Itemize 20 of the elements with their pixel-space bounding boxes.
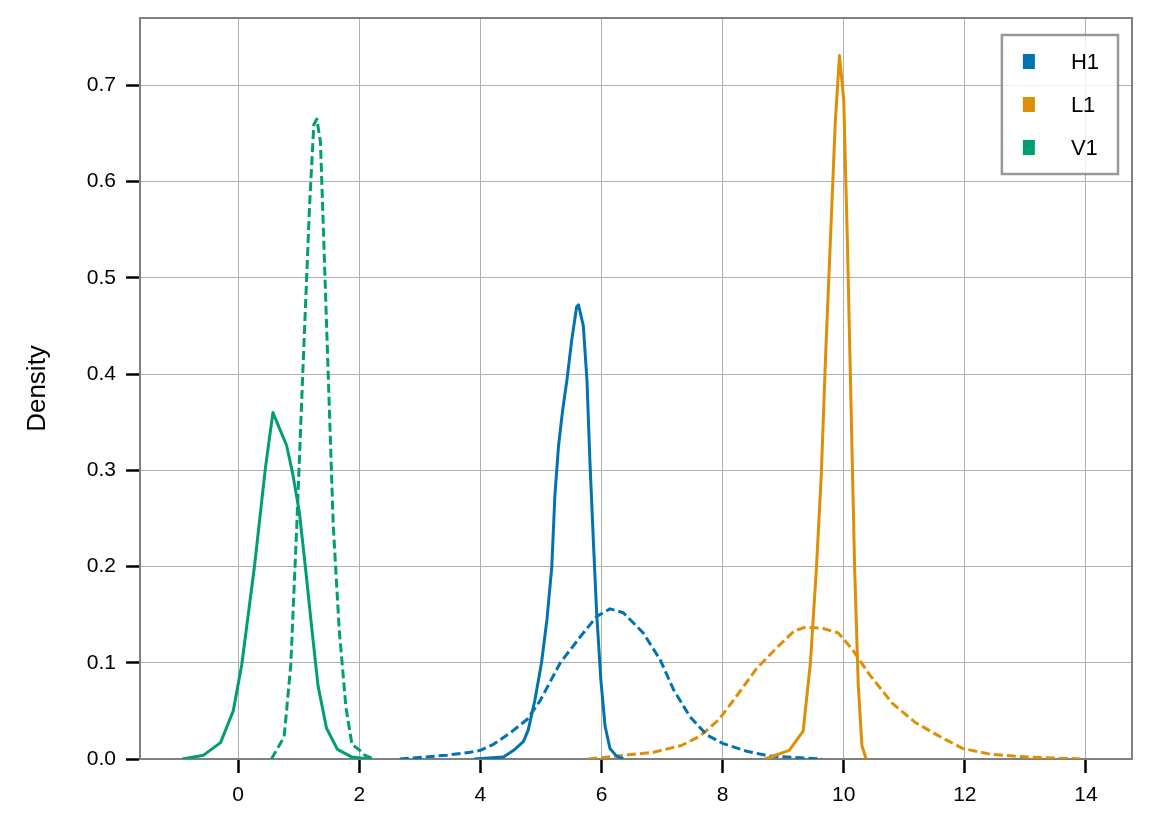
- x-tick-label: 8: [716, 782, 729, 806]
- x-tick-label: 10: [832, 782, 856, 806]
- y-tick-label: 0.4: [86, 360, 117, 384]
- x-tick-label: 2: [353, 782, 366, 806]
- y-tick-label: 0.1: [86, 649, 116, 673]
- x-tick-label: 0: [232, 782, 244, 806]
- y-tick-label: 0.0: [86, 745, 116, 769]
- x-tick-label: 4: [474, 782, 487, 806]
- y-tick-label: 0.3: [86, 457, 116, 481]
- y-tick-label: 0.2: [86, 553, 116, 577]
- x-tick-label: 12: [953, 782, 977, 806]
- legend-label: V1: [1070, 134, 1098, 160]
- y-tick-label: 0.7: [86, 72, 116, 96]
- y-axis-title: Density: [20, 345, 51, 432]
- y-tick-label: 0.5: [86, 264, 116, 288]
- x-tick-label: 14: [1074, 782, 1098, 806]
- legend-label: H1: [1070, 48, 1099, 74]
- x-tick-label: 6: [595, 782, 608, 806]
- y-tick-label: 0.6: [86, 168, 116, 192]
- legend-label: L1: [1070, 91, 1096, 117]
